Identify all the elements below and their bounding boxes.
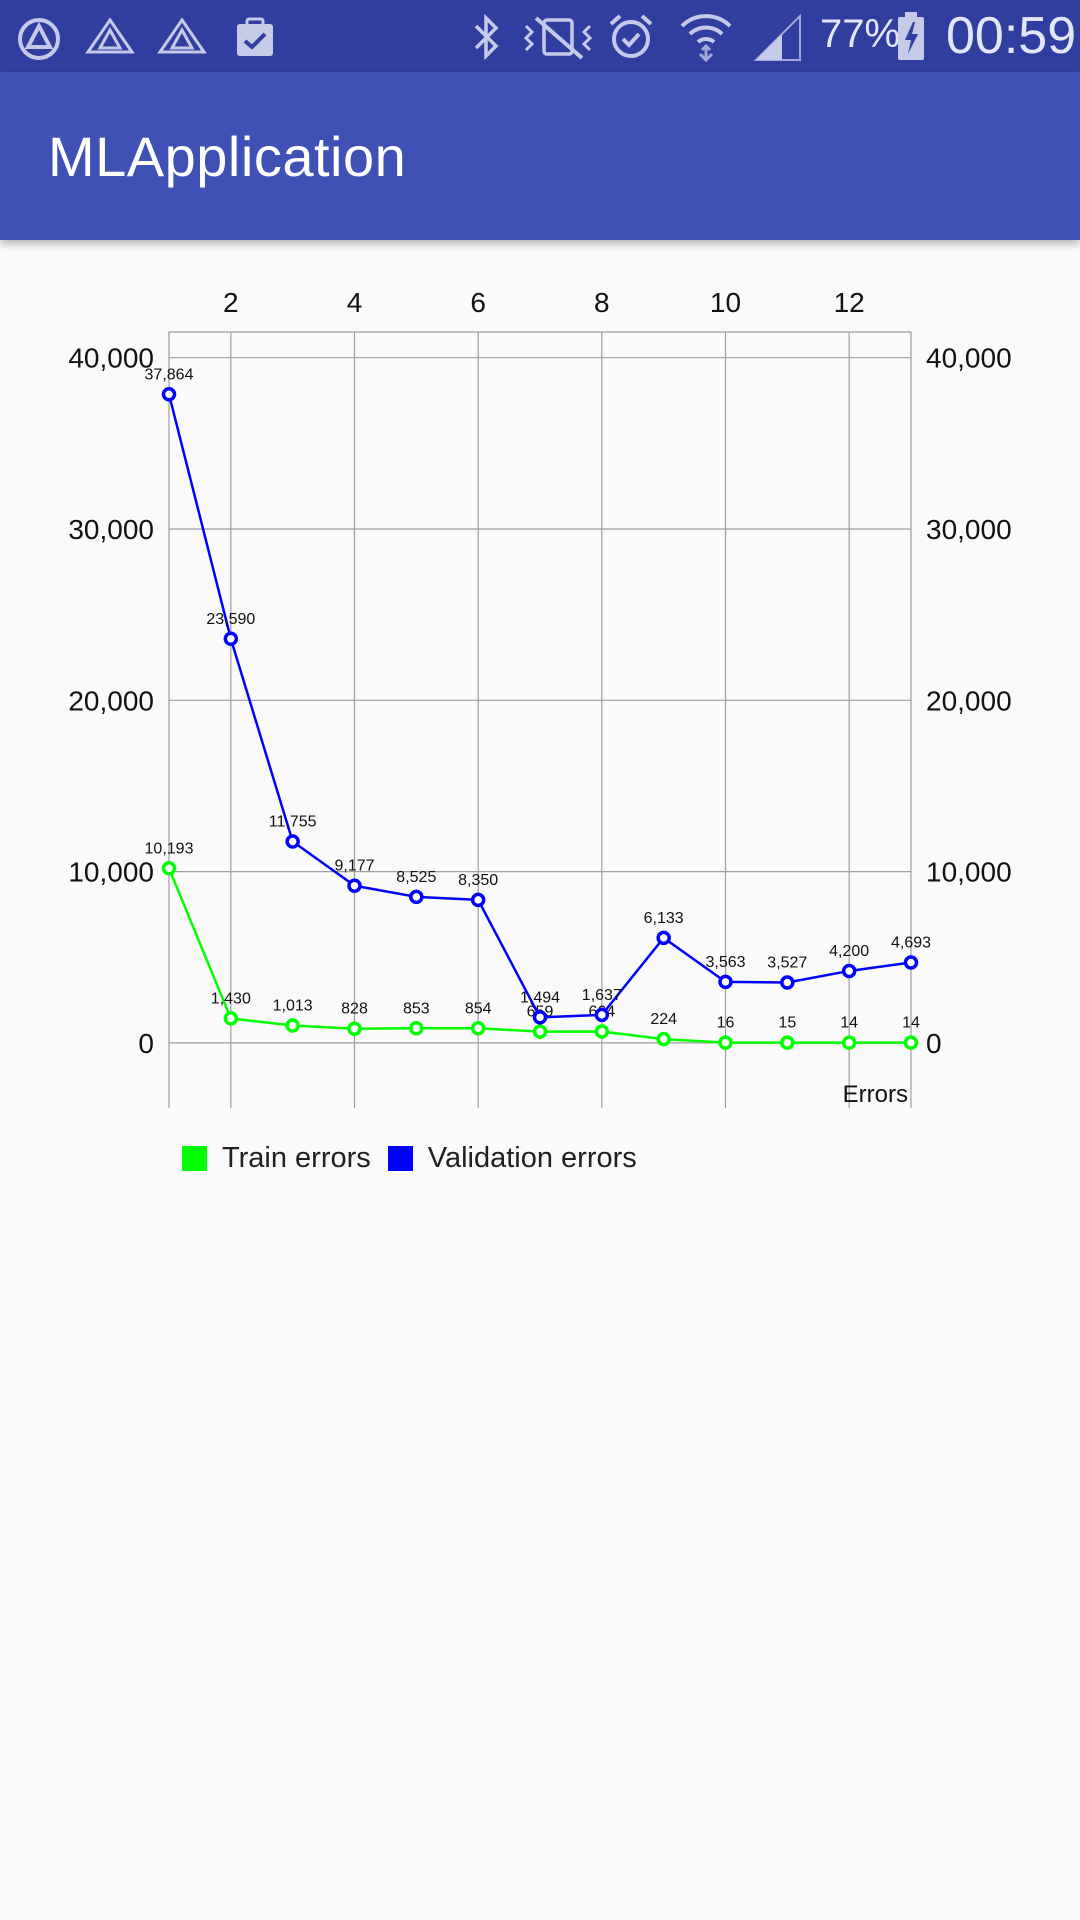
- clock: 00:59: [946, 7, 1077, 65]
- y-tick-label-left: 20,000: [68, 685, 154, 716]
- x-axis-description: Errors: [843, 1081, 908, 1108]
- data-label: 1,013: [273, 998, 313, 1015]
- data-point: [470, 1021, 486, 1036]
- vibrate-off-icon: [523, 16, 593, 60]
- series-line-validation: [167, 393, 912, 1019]
- data-point: [780, 1035, 795, 1050]
- data-label: 10,193: [145, 840, 194, 857]
- data-label: 853: [403, 1000, 430, 1017]
- data-point: [903, 1035, 919, 1050]
- y-tick-label-left: 10,000: [68, 857, 154, 888]
- clipboard-check-icon: [237, 17, 273, 56]
- status-bar: 77% 00:59: [0, 0, 1080, 72]
- app-title: MLApplication: [48, 125, 407, 188]
- data-point: [347, 878, 362, 893]
- data-label: 14: [840, 1015, 858, 1032]
- data-label: 854: [465, 1000, 492, 1017]
- data-point: [285, 834, 300, 849]
- data-label: 3,563: [705, 954, 745, 971]
- y-tick-label-left: 30,000: [68, 514, 154, 545]
- x-tick-label: 8: [594, 287, 610, 318]
- alarm-icon: [609, 14, 653, 58]
- app-logo-icon: [18, 18, 60, 60]
- data-label: 1,637: [582, 987, 622, 1004]
- y-tick-label-right: 30,000: [926, 514, 1012, 545]
- data-point: [347, 1021, 362, 1036]
- y-tick-label-right: 10,000: [926, 857, 1012, 888]
- data-point: [161, 861, 177, 876]
- data-point: [594, 1007, 610, 1023]
- data-label: 8,350: [458, 872, 498, 889]
- y-tick-label-right: 20,000: [926, 685, 1012, 716]
- x-tick-label: 10: [710, 287, 741, 318]
- data-label: 4,200: [829, 943, 869, 960]
- data-label: 4,693: [891, 935, 931, 952]
- chart-legend: Train errors Validation errors: [182, 1138, 654, 1178]
- data-label: 37,864: [145, 366, 194, 383]
- data-point: [409, 1021, 424, 1036]
- legend-label-train: Train errors: [222, 1141, 371, 1174]
- data-label: 23,590: [206, 611, 255, 628]
- y-tick-label-right: 0: [926, 1028, 942, 1059]
- legend-label-validation: Validation errors: [427, 1141, 637, 1174]
- data-point: [841, 1035, 857, 1050]
- data-point: [532, 1010, 548, 1025]
- data-point: [718, 974, 733, 990]
- x-tick-label: 4: [347, 287, 363, 318]
- data-label: 8,525: [396, 869, 436, 886]
- legend-item-train: Train errors: [182, 1142, 371, 1175]
- legend-swatch-validation: [387, 1145, 413, 1171]
- x-tick-label: 6: [470, 287, 486, 318]
- data-point: [223, 631, 239, 647]
- data-label: 14: [902, 1015, 920, 1032]
- data-label: 1,494: [520, 989, 560, 1006]
- data-label: 9,177: [334, 858, 374, 875]
- data-point: [903, 955, 919, 970]
- data-label: 224: [650, 1011, 677, 1028]
- chart-svg: 0 0 10,000 10,000 20,000 20,000 30,000 30,000 40…: [68, 287, 1012, 1108]
- data-point: [594, 1024, 610, 1039]
- errors-chart: 0 0 10,000 10,000 20,000 20,000 30,000 30,000 40…: [0, 240, 1080, 1200]
- x-tick-label: 2: [223, 287, 239, 318]
- y-tick-label-left: 0: [138, 1028, 154, 1059]
- data-label: 16: [717, 1015, 735, 1032]
- data-point: [409, 889, 424, 905]
- data-point: [532, 1024, 548, 1039]
- data-point: [161, 387, 177, 402]
- app-bar: MLApplication: [0, 72, 1080, 240]
- data-point: [718, 1035, 733, 1050]
- data-point: [285, 1018, 300, 1033]
- data-label: 828: [341, 1001, 368, 1018]
- triangle-a-icon: [157, 17, 207, 54]
- data-label: 6,133: [644, 910, 684, 927]
- bluetooth-icon: [474, 13, 499, 61]
- wifi-icon: [680, 14, 732, 62]
- y-tick-label-left: 40,000: [68, 343, 154, 374]
- data-label: 15: [778, 1015, 796, 1032]
- data-point: [470, 892, 486, 908]
- data-point: [841, 963, 857, 979]
- data-label: 3,527: [767, 954, 807, 971]
- data-point: [223, 1011, 239, 1026]
- data-point: [656, 930, 671, 946]
- x-tick-label: 12: [834, 287, 865, 318]
- signal-icon: [753, 13, 801, 61]
- data-point: [780, 975, 795, 990]
- data-label: 1,430: [211, 990, 251, 1007]
- battery-percentage: 77%: [820, 12, 901, 56]
- data-point: [656, 1031, 671, 1047]
- legend-swatch-train: [182, 1145, 207, 1171]
- y-tick-label-right: 40,000: [926, 343, 1012, 374]
- data-label: 11,755: [269, 814, 317, 831]
- battery-charging-icon: [898, 12, 924, 60]
- legend-item-validation: Validation errors: [387, 1141, 637, 1175]
- triangle-a-icon: [85, 17, 135, 54]
